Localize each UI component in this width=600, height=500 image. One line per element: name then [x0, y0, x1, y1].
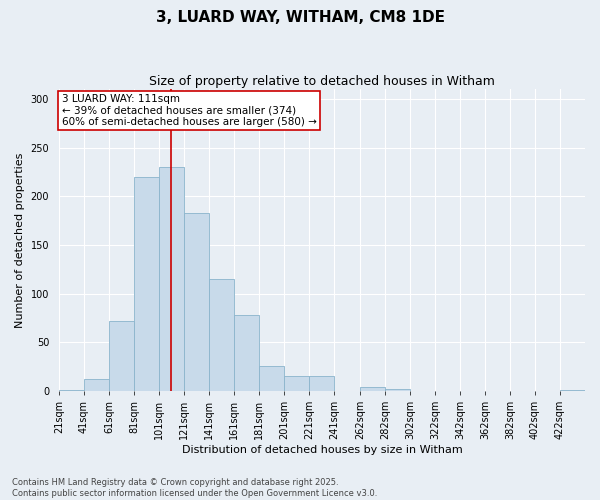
- Bar: [134, 177, 159, 391]
- Bar: [360, 387, 385, 391]
- Bar: [209, 279, 234, 391]
- Bar: [184, 213, 209, 391]
- Text: Contains HM Land Registry data © Crown copyright and database right 2025.
Contai: Contains HM Land Registry data © Crown c…: [12, 478, 377, 498]
- Bar: [385, 389, 410, 391]
- Title: Size of property relative to detached houses in Witham: Size of property relative to detached ho…: [149, 75, 495, 88]
- Bar: [159, 167, 184, 391]
- Bar: [234, 315, 259, 391]
- Bar: [109, 321, 134, 391]
- Text: 3 LUARD WAY: 111sqm
← 39% of detached houses are smaller (374)
60% of semi-detac: 3 LUARD WAY: 111sqm ← 39% of detached ho…: [62, 94, 316, 127]
- Bar: [259, 366, 284, 391]
- Bar: [560, 390, 585, 391]
- Bar: [284, 376, 309, 391]
- X-axis label: Distribution of detached houses by size in Witham: Distribution of detached houses by size …: [182, 445, 463, 455]
- Text: 3, LUARD WAY, WITHAM, CM8 1DE: 3, LUARD WAY, WITHAM, CM8 1DE: [155, 10, 445, 25]
- Y-axis label: Number of detached properties: Number of detached properties: [15, 152, 25, 328]
- Bar: [59, 390, 84, 391]
- Bar: [309, 376, 334, 391]
- Bar: [84, 380, 109, 391]
